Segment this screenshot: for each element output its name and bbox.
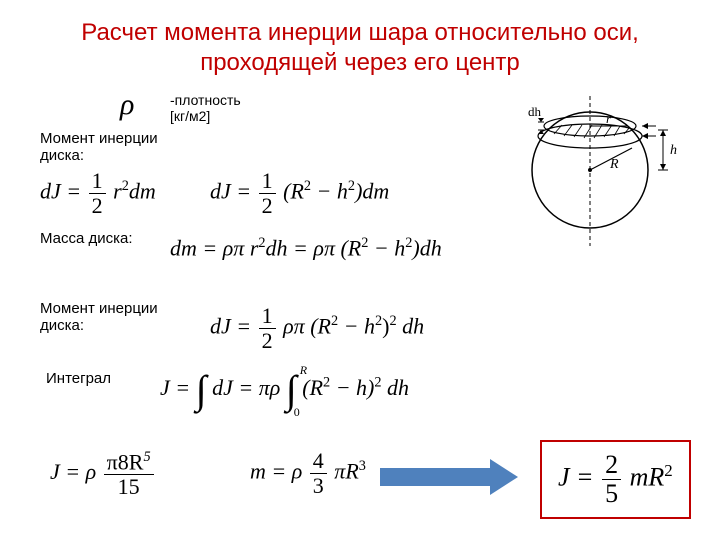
f3-b: dh — [397, 314, 425, 339]
dh-label: dh — [528, 104, 542, 119]
res-lhs: J = — [558, 462, 594, 491]
int-sign2: ∫R0 — [286, 370, 297, 410]
formula-Jrho: J = ρ π8R5 15 — [50, 450, 156, 498]
f1-dm: dm — [129, 179, 156, 204]
int-c: − h) — [330, 375, 374, 400]
f1-lhs: dJ = — [40, 179, 81, 204]
res-rhs: mR — [630, 462, 665, 491]
f1-r: r — [113, 179, 122, 204]
jr-frac: π8R5 15 — [104, 450, 154, 498]
f2-b: − h — [311, 179, 348, 204]
sphere-diagram: R r — [510, 78, 680, 248]
content-area: ρ -плотность [кг/м2] Момент инерции диск… — [40, 90, 680, 540]
int-a: dJ = πρ — [212, 375, 280, 400]
f3-a: ρπ (R — [283, 314, 331, 339]
density-note-line2: [кг/м2] — [170, 108, 210, 124]
formula-dm: dm = ρπ r2dh = ρπ (R2 − h2)dh — [170, 235, 442, 261]
f2-lhs: dJ = — [210, 179, 251, 204]
page-title: Расчет момента инерции шара относительно… — [0, 0, 720, 78]
f3-lhs: dJ = — [210, 314, 251, 339]
m-lhs: m = ρ — [250, 459, 302, 484]
int-sign1: ∫ — [196, 370, 207, 410]
dm-h: − h — [368, 235, 405, 260]
rho-symbol: ρ — [120, 88, 134, 122]
formula-result: J = 25 mR2 — [558, 452, 673, 507]
sphere-svg: R r — [510, 78, 680, 248]
formula-integral: J = ∫ dJ = πρ ∫R0 (R2 − h)2 dh — [160, 370, 409, 410]
f2-c: )dm — [355, 179, 389, 204]
label-disk-moment: Момент инерции диска: — [40, 130, 160, 164]
label-disk-mass: Масса диска: — [40, 230, 160, 247]
f3-h: − h — [338, 314, 375, 339]
dh-marker — [538, 118, 544, 134]
m-rhs: πR — [334, 459, 358, 484]
arrow-head — [490, 459, 518, 495]
result-box: J = 25 mR2 — [540, 440, 691, 519]
f3-frac: 12 — [259, 305, 276, 352]
res-frac: 25 — [602, 452, 621, 507]
dm-lhs: dm = ρπ r — [170, 235, 258, 260]
dm-end: )dh — [412, 235, 441, 260]
m-frac: 43 — [310, 450, 327, 497]
jr-lhs: J = ρ — [50, 459, 96, 484]
slice-arrows — [642, 123, 656, 139]
int-lhs: J = — [160, 375, 196, 400]
label-integral: Интеграл — [46, 370, 126, 387]
f2-frac: 12 — [259, 170, 276, 217]
R-label: R — [609, 157, 619, 172]
formula-dJ1: dJ = 12 r2dm — [40, 170, 156, 217]
int-d: dh — [382, 375, 410, 400]
label-disk-moment2: Момент инерции диска: — [40, 300, 160, 334]
formula-dJ2: dJ = 12 (R2 − h2)dm — [210, 170, 389, 217]
dm-mid: dh = ρπ (R — [266, 235, 362, 260]
f2-a: (R — [283, 179, 304, 204]
h-label: h — [670, 143, 677, 158]
r-label: r — [606, 111, 612, 126]
arrow-body — [380, 468, 490, 486]
int-b: (R — [302, 375, 323, 400]
formula-m: m = ρ 43 πR3 — [250, 450, 366, 497]
formula-dJ3: dJ = 12 ρπ (R2 − h2)2 dh — [210, 305, 424, 352]
density-note-line1: -плотность — [170, 92, 241, 108]
h-marker — [658, 130, 668, 170]
f1-frac: 12 — [89, 170, 106, 217]
arrow — [380, 468, 490, 486]
density-note: -плотность [кг/м2] — [170, 92, 241, 124]
